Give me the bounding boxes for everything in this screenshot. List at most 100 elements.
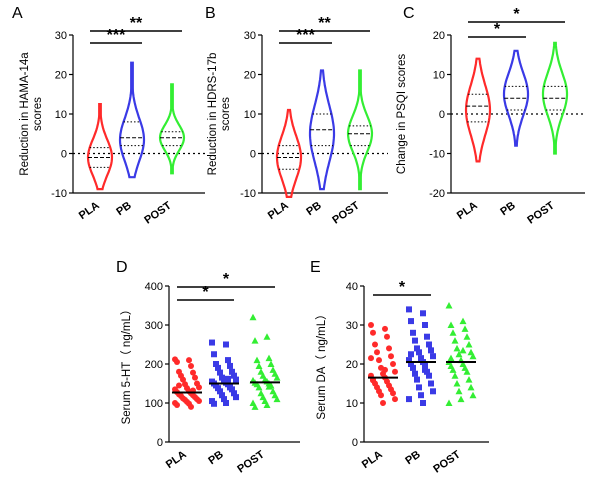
point-post bbox=[445, 399, 453, 406]
point-pb bbox=[422, 322, 428, 328]
point-pb bbox=[406, 357, 412, 364]
panel-letter: B bbox=[205, 5, 216, 22]
y-axis-label: Serum 5-HT（ ng/mL） bbox=[120, 304, 133, 425]
y-axis-label: Change in PSQI scores bbox=[396, 54, 408, 174]
point-post bbox=[455, 350, 463, 358]
y-tick-label: 10 bbox=[433, 70, 445, 82]
y-tick-label: 100 bbox=[145, 398, 163, 410]
point-post bbox=[447, 321, 455, 328]
y-axis-label: Serum DA（ ng/mL） bbox=[315, 308, 328, 419]
x-tick-label-pb: PB bbox=[114, 200, 133, 219]
point-pb bbox=[420, 400, 426, 406]
significance-label: ** bbox=[318, 15, 331, 32]
point-pb bbox=[414, 376, 420, 383]
panel-d: D 0 100 200 300 400 Serum 5-HT（ ng/mL） PLA PB POS… bbox=[116, 259, 300, 476]
panels: A -10 0 10 20 30 Reduction in HAMA-14a scores PL… bbox=[12, 5, 585, 476]
x-tick-label-pb: PB bbox=[206, 449, 225, 468]
point-pb bbox=[211, 400, 217, 407]
panel-b: B -10 0 10 20 30 Reduction in HDRS-17b scores PL… bbox=[205, 5, 388, 227]
point-pb bbox=[418, 355, 424, 362]
point-pb bbox=[223, 341, 229, 348]
y-tick-label: 20 bbox=[433, 30, 445, 42]
point-pb bbox=[412, 370, 418, 377]
point-pb bbox=[225, 375, 231, 382]
point-post bbox=[445, 302, 453, 309]
y-tick-label: 0 bbox=[157, 437, 163, 449]
point-pb bbox=[430, 388, 436, 395]
point-post bbox=[451, 372, 459, 379]
violin-post bbox=[346, 69, 374, 191]
violin-pb bbox=[502, 49, 530, 147]
point-post bbox=[465, 341, 473, 348]
point-pb bbox=[217, 369, 223, 376]
point-pb bbox=[221, 396, 227, 403]
point-post bbox=[461, 325, 469, 332]
y-axis-label-line: Reduction in HAMA-14a bbox=[19, 52, 31, 176]
y-axis-label: Reduction in HAMA-14a scores bbox=[19, 52, 44, 176]
y-tick-label: 300 bbox=[145, 320, 163, 332]
panel-c: C -20 -10 0 10 20 Change in PSQI scores PLA PB PO… bbox=[396, 5, 585, 227]
violin-post bbox=[541, 41, 569, 155]
y-tick-label: 10 bbox=[346, 398, 358, 410]
y-tick-label: 20 bbox=[346, 359, 358, 371]
y-tick-label: -10 bbox=[240, 188, 256, 200]
point-pla bbox=[376, 357, 382, 364]
point-post bbox=[253, 356, 261, 364]
point-pla bbox=[388, 353, 394, 360]
point-pb bbox=[225, 357, 231, 364]
y-axis-label-line: Serum DA（ ng/mL） bbox=[315, 308, 328, 419]
significance-label: ** bbox=[130, 15, 143, 32]
point-pb bbox=[408, 351, 414, 358]
point-post bbox=[447, 354, 455, 362]
point-pb bbox=[408, 361, 414, 367]
point-pb bbox=[416, 384, 422, 391]
y-tick-label: 30 bbox=[55, 30, 67, 42]
point-pla bbox=[386, 345, 392, 352]
y-tick-label: 0 bbox=[250, 149, 256, 161]
point-post bbox=[463, 333, 471, 340]
point-pb bbox=[229, 368, 235, 375]
point-pla bbox=[372, 341, 378, 348]
point-post bbox=[449, 366, 457, 373]
point-pla bbox=[384, 333, 390, 340]
significance-label: * bbox=[399, 279, 406, 296]
point-pb bbox=[229, 386, 235, 393]
point-pb bbox=[215, 385, 221, 392]
significance-label: *** bbox=[296, 27, 315, 44]
x-tick-label-post: POST bbox=[525, 199, 557, 226]
point-post bbox=[463, 368, 471, 375]
point-post bbox=[249, 313, 257, 321]
y-tick-label: 20 bbox=[55, 70, 67, 82]
point-pb bbox=[416, 349, 422, 356]
point-post bbox=[449, 329, 457, 336]
y-tick-label: -10 bbox=[429, 149, 445, 161]
point-pla bbox=[374, 349, 380, 356]
point-post bbox=[265, 354, 273, 362]
significance-label: * bbox=[494, 21, 501, 38]
panel-e: E 0 10 20 30 40 Serum DA（ ng/mL） PLA PB POST * bbox=[310, 259, 489, 476]
x-tick-label-pla: PLA bbox=[360, 449, 385, 471]
point-pb bbox=[233, 376, 239, 383]
point-pb bbox=[418, 392, 424, 399]
point-post bbox=[457, 395, 465, 403]
point-pla bbox=[188, 403, 194, 410]
point-pb bbox=[213, 361, 219, 367]
y-tick-label: -10 bbox=[51, 188, 67, 200]
x-tick-label-post: POST bbox=[431, 448, 463, 475]
x-tick-label-post: POST bbox=[142, 199, 174, 226]
y-tick-label: 0 bbox=[439, 109, 445, 121]
point-post bbox=[265, 383, 273, 390]
x-tick-label-pla: PLA bbox=[266, 200, 291, 222]
point-post bbox=[263, 333, 271, 340]
y-tick-label: 200 bbox=[145, 359, 163, 371]
point-pb bbox=[430, 353, 436, 360]
point-pla bbox=[190, 369, 196, 376]
point-post bbox=[453, 380, 461, 387]
point-pla bbox=[174, 359, 180, 366]
point-post bbox=[273, 395, 281, 403]
panel-letter: A bbox=[12, 5, 23, 22]
y-tick-label: 10 bbox=[55, 109, 67, 121]
x-tick-label-pla: PLA bbox=[77, 200, 102, 222]
point-pb bbox=[422, 366, 428, 373]
